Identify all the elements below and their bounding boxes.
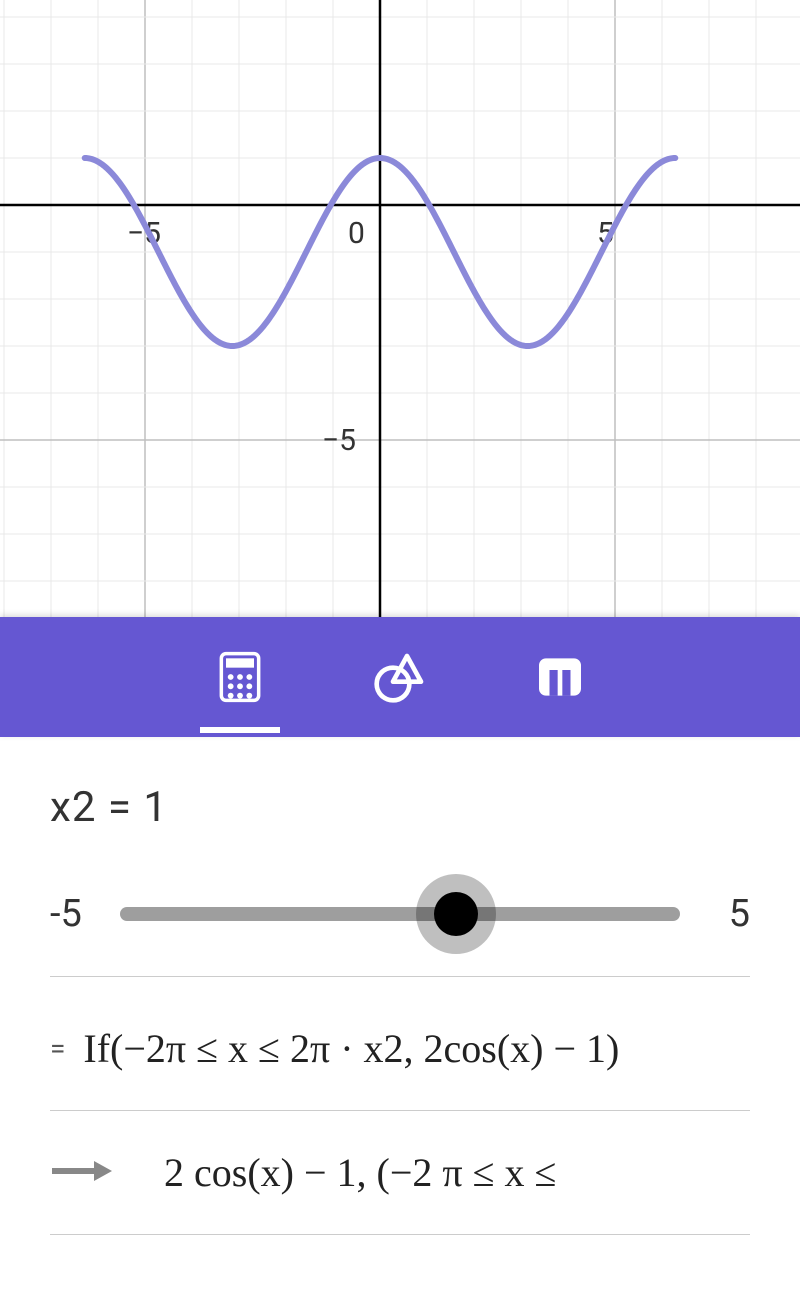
slider-min-label: -5 xyxy=(50,892,90,936)
algebra-view-button[interactable] xyxy=(200,637,280,717)
svg-text:0: 0 xyxy=(348,216,365,251)
equals-icon: = xyxy=(50,1032,65,1065)
result-text: 2 cos(x) − 1, (−2 π ≤ x ≤ xyxy=(164,1149,557,1196)
slider-control: -5 5 xyxy=(50,892,750,977)
result-item[interactable]: 2 cos(x) − 1, (−2 π ≤ x ≤ xyxy=(50,1111,750,1235)
slider-variable-label[interactable]: x2 = 1 xyxy=(50,783,750,832)
graph-canvas[interactable]: −505−5 xyxy=(0,0,800,617)
table-view-button[interactable] xyxy=(520,637,600,717)
output-arrow-icon xyxy=(50,1159,114,1187)
tools-view-button[interactable] xyxy=(360,637,440,717)
slider-item: x2 = 1 -5 5 xyxy=(50,737,750,987)
formula-text: If(−2π ≤ x ≤ 2π · x2, 2cos(x) − 1) xyxy=(83,1025,619,1072)
slider-thumb[interactable] xyxy=(434,892,478,936)
algebra-panel: x2 = 1 -5 5 = If(−2π ≤ x ≤ 2π · x2, 2cos… xyxy=(0,737,800,1235)
formula-item[interactable]: = If(−2π ≤ x ≤ 2π · x2, 2cos(x) − 1) xyxy=(50,987,750,1111)
view-toolbar xyxy=(0,617,800,737)
svg-text:−5: −5 xyxy=(322,423,356,458)
slider-max-label: 5 xyxy=(710,892,750,936)
slider-track[interactable] xyxy=(120,894,680,934)
